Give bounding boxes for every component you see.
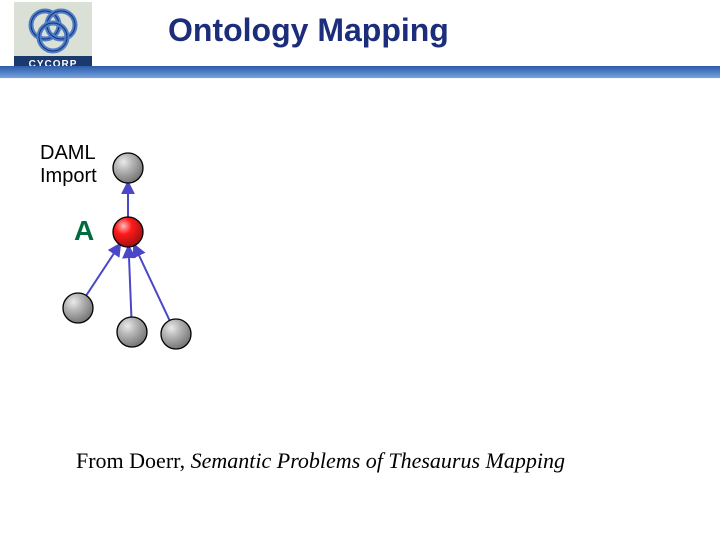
tree-label-a: A xyxy=(74,215,94,247)
daml-line1: DAML xyxy=(40,142,97,165)
citation-prefix: From Doerr, xyxy=(76,448,191,473)
cycorp-logo: CYCORP xyxy=(14,2,92,70)
slide-title: Ontology Mapping xyxy=(168,12,449,49)
slide: CYCORP Ontology Mapping DAML Import A Fr… xyxy=(0,0,720,540)
header-divider xyxy=(0,66,720,88)
daml-import-label: DAML Import xyxy=(40,142,97,188)
citation: From Doerr, Semantic Problems of Thesaur… xyxy=(76,448,565,474)
daml-line2: Import xyxy=(40,165,97,188)
citation-title: Semantic Problems of Thesaurus Mapping xyxy=(191,448,565,473)
